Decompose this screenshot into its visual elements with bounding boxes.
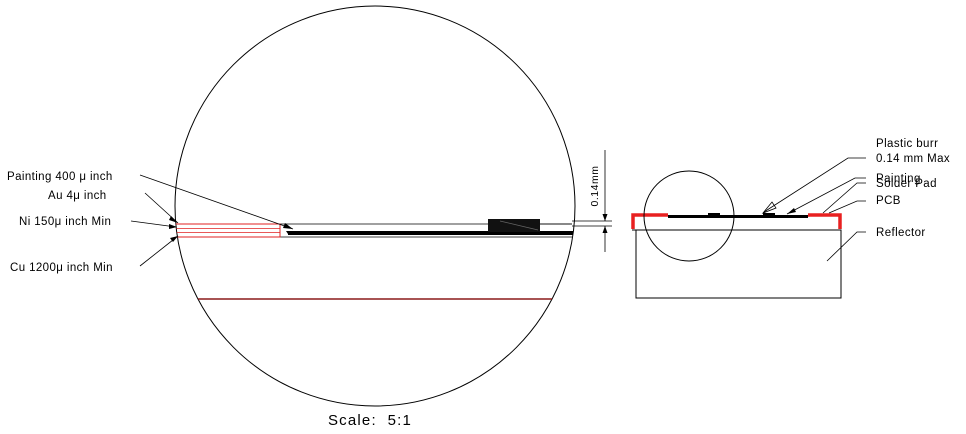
painting-tip: [286, 231, 296, 234]
pcb-label: PCB: [876, 195, 901, 207]
side-painting-label: Painting: [876, 173, 921, 185]
component-block: [488, 219, 572, 232]
reflector-body: [635, 229, 842, 299]
solder-pad-left: [631, 213, 668, 229]
side-component-left: [708, 213, 720, 217]
burr-max-label: 0.14 mm Max: [876, 153, 950, 165]
magnifier-circle: [643, 170, 735, 262]
plating-stack: [175, 223, 281, 238]
detail-cross-section: [175, 219, 573, 300]
side-view: Plastic burr 0.14 mm Max Painting Solder…: [631, 138, 950, 299]
plastic-burr-label: Plastic burr: [876, 138, 938, 150]
cu-layer-label: Cu 1200μ inch Min: [10, 262, 113, 274]
painting-strip: [668, 215, 808, 218]
board-layer: [288, 231, 573, 235]
detail-circle: [174, 5, 576, 407]
side-leaders: [761, 157, 866, 262]
solder-pad-label: Solder Pad: [876, 178, 937, 190]
dimension-marker: 0.14mm: [572, 150, 612, 252]
scale-label: Scale: 5:1: [328, 412, 412, 429]
solder-pad-right: [808, 213, 842, 229]
detail-view: 0.14mm Painting 400 μ inch Au 4μ inch Ni…: [7, 5, 612, 429]
side-component-right: [763, 213, 775, 217]
painting-layer-label: Painting 400 μ inch: [7, 171, 113, 183]
au-layer-label: Au 4μ inch: [48, 190, 107, 202]
dimension-label: 0.14mm: [589, 166, 601, 207]
ni-layer-label: Ni 150μ inch Min: [19, 216, 111, 228]
reflector-label: Reflector: [876, 227, 926, 239]
detail-leaders: [130, 174, 294, 267]
